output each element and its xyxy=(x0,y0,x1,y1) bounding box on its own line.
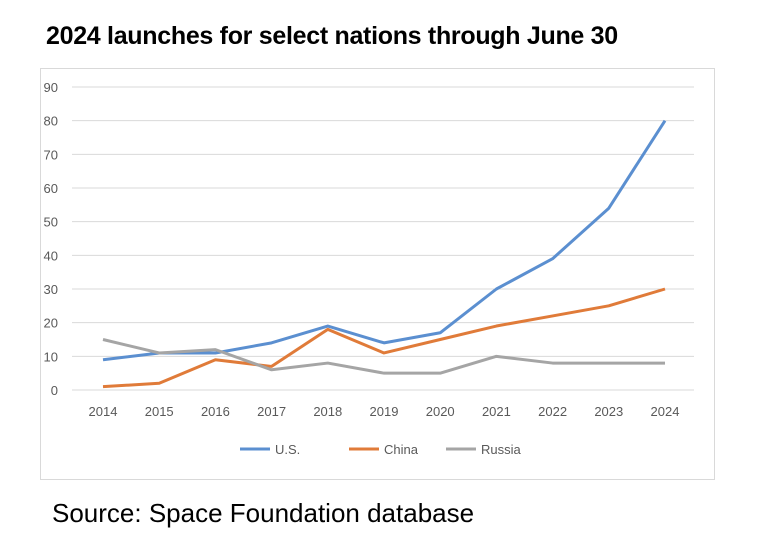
y-tick-label: 70 xyxy=(44,147,58,162)
x-tick-label: 2019 xyxy=(370,404,399,419)
chart-title: 2024 launches for select nations through… xyxy=(46,22,618,50)
x-tick-label: 2014 xyxy=(89,404,118,419)
y-tick-label: 90 xyxy=(44,80,58,95)
y-tick-label: 50 xyxy=(44,215,58,230)
y-tick-label: 20 xyxy=(44,316,58,331)
y-tick-label: 10 xyxy=(44,349,58,364)
x-tick-label: 2022 xyxy=(538,404,567,419)
source-note: Source: Space Foundation database xyxy=(52,498,475,528)
y-tick-label: 60 xyxy=(44,181,58,196)
x-tick-label: 2017 xyxy=(257,404,286,419)
y-tick-label: 40 xyxy=(44,248,58,263)
x-tick-label: 2021 xyxy=(482,404,511,419)
chart-frame xyxy=(40,68,715,480)
x-tick-label: 2023 xyxy=(594,404,623,419)
x-tick-label: 2024 xyxy=(651,404,680,419)
legend-label: China xyxy=(384,442,419,457)
y-tick-label: 30 xyxy=(44,282,58,297)
x-tick-label: 2018 xyxy=(313,404,342,419)
legend-label: Russia xyxy=(481,442,522,457)
series-line-us xyxy=(102,119,667,362)
x-tick-label: 2016 xyxy=(201,404,230,419)
y-tick-label: 0 xyxy=(51,383,58,398)
x-tick-label: 2015 xyxy=(145,404,174,419)
legend-label: U.S. xyxy=(275,442,300,457)
x-tick-label: 2020 xyxy=(426,404,455,419)
y-tick-label: 80 xyxy=(44,114,58,129)
